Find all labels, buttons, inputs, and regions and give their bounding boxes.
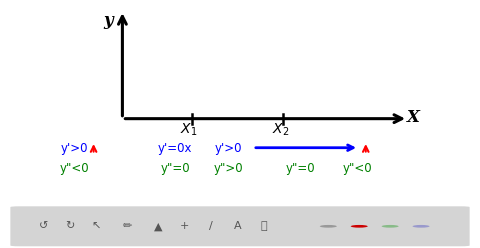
Ellipse shape	[382, 225, 398, 228]
Text: y'>0: y'>0	[60, 142, 88, 155]
Text: y'>0: y'>0	[214, 142, 242, 155]
Ellipse shape	[413, 225, 430, 228]
Text: +: +	[180, 221, 190, 231]
Text: X: X	[408, 109, 420, 126]
Text: ▲: ▲	[154, 221, 163, 231]
FancyBboxPatch shape	[11, 206, 469, 246]
Ellipse shape	[351, 225, 368, 228]
Ellipse shape	[320, 225, 337, 228]
Text: y: y	[103, 12, 113, 29]
Text: $X_2$: $X_2$	[272, 122, 289, 138]
Text: y"=0: y"=0	[160, 162, 190, 175]
Text: ⬜: ⬜	[261, 221, 268, 231]
Text: y"=0: y"=0	[285, 162, 315, 175]
Text: A: A	[234, 221, 241, 231]
Text: ↖: ↖	[92, 221, 101, 231]
Text: y"<0: y"<0	[60, 162, 89, 175]
Text: $X_1$: $X_1$	[180, 122, 197, 138]
Text: ↺: ↺	[39, 221, 48, 231]
Text: y"<0: y"<0	[343, 162, 372, 175]
Text: ✏: ✏	[123, 221, 132, 231]
Text: /: /	[209, 221, 213, 231]
Text: ↻: ↻	[65, 221, 75, 231]
Text: y'=0x: y'=0x	[158, 142, 192, 155]
Text: y">0: y">0	[213, 162, 243, 175]
